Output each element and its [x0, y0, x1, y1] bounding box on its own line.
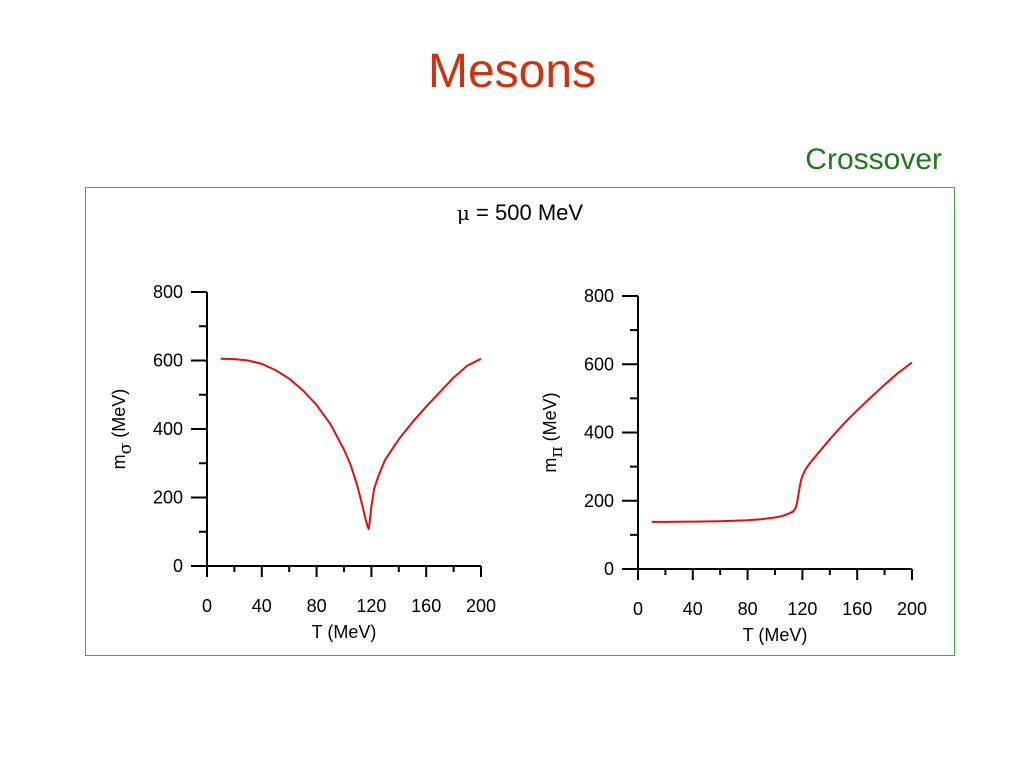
y-axis-label-symbol: m — [109, 454, 129, 469]
chart-frame — [85, 187, 955, 656]
y-tick-label: 0 — [173, 556, 183, 576]
x-tick-label: 120 — [356, 596, 386, 616]
y-axis-label-subscript: π — [547, 446, 567, 457]
slide-title: Mesons — [427, 45, 597, 98]
x-tick-label: 160 — [842, 599, 872, 619]
y-tick-label: 600 — [153, 351, 183, 371]
y-tick-label: 400 — [584, 423, 614, 443]
pion-mass-chart: 0 40 80 120 160 200 0 200 400 600 800 T (MeV) mπ (Me… — [540, 286, 927, 645]
x-tick-label: 200 — [897, 599, 927, 619]
y-axis-label-unit: (MeV) — [540, 392, 560, 446]
y-axis-label-subscript: σ — [116, 442, 136, 454]
mu-value: = 500 MeV — [469, 200, 584, 225]
x-tick-label: 200 — [466, 596, 496, 616]
y-axis-label-unit: (MeV) — [109, 389, 129, 443]
x-tick-label: 40 — [252, 596, 272, 616]
y-axis-label-symbol: m — [540, 458, 560, 473]
x-tick-label: 80 — [307, 596, 327, 616]
scenario-subtitle: Crossover — [805, 143, 942, 176]
y-tick-label: 0 — [604, 559, 614, 579]
y-tick-label: 200 — [584, 491, 614, 511]
y-axis-label: mπ (MeV) — [540, 392, 567, 472]
y-tick-label: 400 — [153, 419, 183, 439]
y-tick-label: 800 — [584, 286, 614, 306]
x-tick-label: 160 — [411, 596, 441, 616]
sigma-mass-chart: 0 40 80 120 160 200 0 200 400 600 800 T (MeV) mσ (Me… — [109, 282, 496, 642]
sigma-mass-curve — [220, 357, 482, 530]
x-axis-label: T (MeV) — [312, 622, 377, 642]
x-tick-label: 0 — [202, 596, 212, 616]
x-tick-label: 120 — [787, 599, 817, 619]
y-tick-label: 600 — [584, 354, 614, 374]
x-tick-label: 80 — [738, 599, 758, 619]
mu-symbol: μ — [456, 201, 470, 225]
x-axis-label: T (MeV) — [743, 625, 808, 645]
x-tick-label: 40 — [683, 599, 703, 619]
x-tick-label: 0 — [633, 599, 643, 619]
chemical-potential-label: μ = 500 MeV — [0, 200, 1024, 226]
pion-mass-curve — [651, 361, 913, 523]
y-axis-label: mσ (MeV) — [109, 389, 136, 470]
y-tick-label: 200 — [153, 488, 183, 508]
y-tick-label: 800 — [153, 282, 183, 302]
